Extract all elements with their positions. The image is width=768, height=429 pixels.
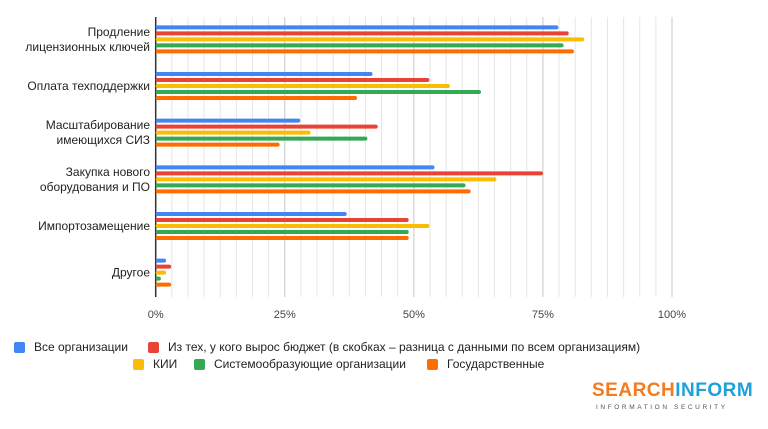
- legend-item-gov: Государственные: [427, 357, 544, 371]
- legend-item-all: Все организации: [14, 340, 128, 354]
- logo-tagline: INFORMATION SECURITY: [596, 404, 728, 411]
- bar-1-2: [155, 124, 378, 129]
- legend-swatch: [14, 341, 25, 353]
- bar-1-5: [155, 264, 172, 269]
- bar-1-1: [155, 78, 430, 82]
- legend-label: Системообразующие организации: [214, 357, 406, 371]
- logo-part2: INFORM: [675, 380, 754, 401]
- bar-3-2: [155, 136, 368, 141]
- bar-1-4: [155, 218, 409, 222]
- bar-2-4: [155, 224, 430, 228]
- category-label: лицензионных ключей: [25, 40, 150, 54]
- bar-1-3: [155, 171, 543, 176]
- bar-3-1: [155, 90, 481, 94]
- bar-0-1: [155, 72, 373, 76]
- category-label: Импортозамещение: [38, 219, 150, 233]
- bar-2-2: [155, 130, 311, 135]
- bar-1-0: [155, 31, 569, 36]
- bar-0-0: [155, 25, 559, 30]
- legend-item-system: Системообразующие организации: [194, 357, 406, 371]
- bar-0-3: [155, 165, 435, 170]
- x-tick-label: 50%: [403, 309, 425, 321]
- bar-3-3: [155, 183, 466, 188]
- bar-3-4: [155, 230, 409, 234]
- x-tick-label: 0%: [148, 309, 164, 321]
- legend-swatch: [148, 341, 159, 353]
- category-label: Масштабирование: [46, 118, 151, 132]
- category-label: Закупка нового: [66, 165, 151, 179]
- legend-label: Все организации: [34, 340, 128, 354]
- category-label: Продление: [88, 25, 151, 39]
- legend-label: Государственные: [447, 357, 545, 371]
- bar-4-2: [155, 142, 280, 147]
- bar-4-4: [155, 236, 409, 240]
- legend-item-kii: КИИ: [133, 357, 177, 371]
- bar-3-0: [155, 43, 564, 48]
- bar-0-5: [155, 258, 167, 263]
- legend-swatch: [133, 358, 144, 370]
- category-label: имеющихся СИЗ: [57, 133, 150, 147]
- category-label: Оплата техподдержки: [27, 79, 150, 93]
- bar-2-1: [155, 84, 450, 88]
- x-tick-label: 100%: [658, 309, 686, 321]
- legend-label: КИИ: [153, 357, 178, 371]
- category-label: оборудования и ПО: [40, 180, 150, 194]
- bar-2-0: [155, 37, 585, 42]
- bar-2-3: [155, 177, 497, 182]
- bar-3-5: [155, 276, 161, 281]
- searchinform-logo: SEARCHINFORM INFORMATION SECURITY: [592, 380, 754, 412]
- bar-4-1: [155, 96, 358, 100]
- x-tick-label: 25%: [274, 309, 296, 321]
- bar-0-2: [155, 118, 301, 123]
- bar-4-5: [155, 282, 172, 287]
- x-tick-label: 75%: [532, 309, 554, 321]
- bar-4-0: [155, 49, 574, 54]
- bar-4-3: [155, 189, 471, 194]
- legend-swatch: [194, 358, 205, 370]
- bar-2-5: [155, 270, 167, 275]
- legend-label: Из тех, у кого вырос бюджет (в скобках –…: [168, 340, 641, 354]
- logo-part1: SEARCH: [592, 380, 676, 401]
- legend-item-budget-grew: Из тех, у кого вырос бюджет (в скобках –…: [148, 340, 640, 354]
- bar-0-4: [155, 212, 347, 216]
- legend-swatch: [427, 358, 438, 370]
- category-label: Другое: [112, 266, 150, 280]
